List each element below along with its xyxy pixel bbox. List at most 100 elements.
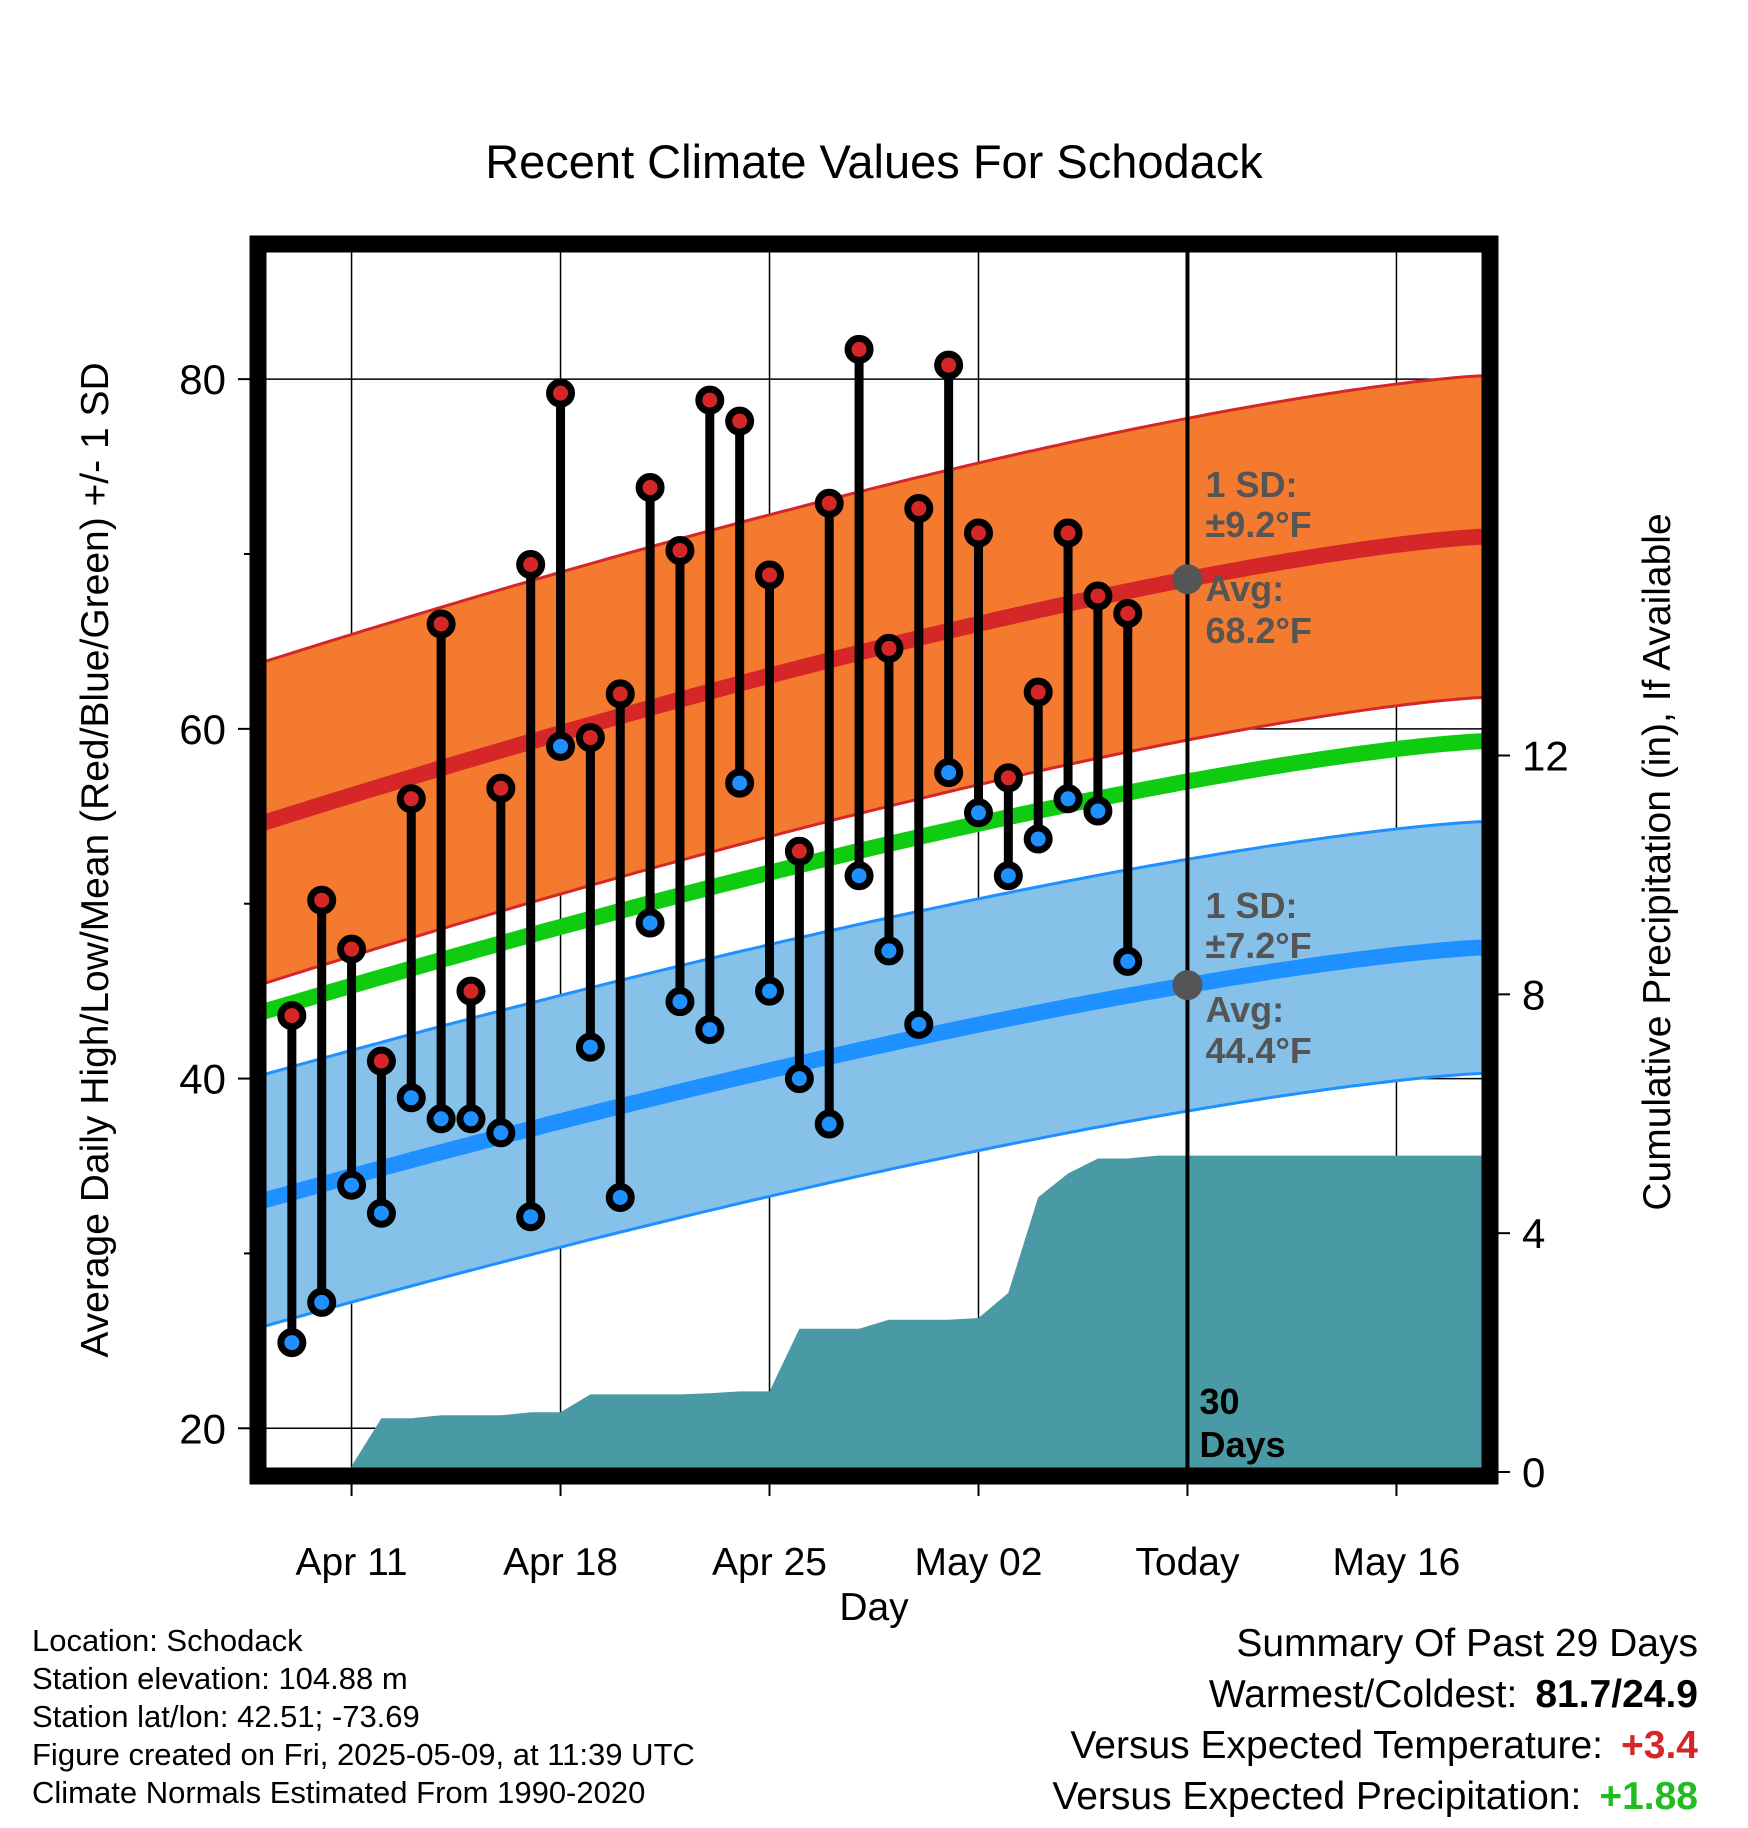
- daily-high-point: [516, 549, 546, 579]
- daily-low-point: [456, 1104, 486, 1134]
- normal-low-line: [262, 939, 1486, 1209]
- today-high-avg-marker: [1172, 564, 1203, 595]
- low-sd-value: ±7.2°F: [1205, 925, 1311, 966]
- daily-high-point: [396, 784, 426, 814]
- low-band-upper-edge: [262, 820, 1486, 1077]
- daily-low-point: [426, 1104, 456, 1134]
- daily-low-point: [1113, 946, 1143, 976]
- warm-cold-value: 81.7/24.9: [1535, 1673, 1698, 1716]
- daily-high-point: [665, 536, 695, 566]
- daily-low-point: [605, 1182, 635, 1212]
- y2-tick-label: 4: [1522, 1210, 1545, 1257]
- summary-title: Summary Of Past 29 Days: [1236, 1622, 1698, 1665]
- high-band-lower-edge: [262, 695, 1486, 986]
- y-tick-label: 80: [179, 356, 226, 403]
- daily-low-point: [665, 987, 695, 1017]
- daily-high-point: [277, 1001, 307, 1031]
- daily-low-point: [635, 908, 665, 938]
- normals-text: Climate Normals Estimated From 1990-2020: [32, 1775, 646, 1810]
- chart-title: Recent Climate Values For Schodack: [485, 135, 1263, 188]
- daily-low-point: [307, 1287, 337, 1317]
- x-axis-label: Day: [839, 1586, 909, 1629]
- daily-high-point: [784, 836, 814, 866]
- daily-high-point: [1083, 581, 1113, 611]
- x-tick-label: Today: [1135, 1541, 1240, 1584]
- high-sd-band: [262, 375, 1486, 985]
- summary-temp: Versus Expected Temperature: +3.4: [1052, 1720, 1698, 1771]
- daily-high-point: [755, 560, 785, 590]
- daily-high-point: [993, 763, 1023, 793]
- y2-tick-label: 12: [1522, 733, 1569, 780]
- high-sd-value: ±9.2°F: [1205, 504, 1311, 545]
- temp-vs-expected-value: +3.4: [1621, 1724, 1698, 1767]
- created-text: Figure created on Fri, 2025-05-09, at 11…: [32, 1737, 695, 1772]
- daily-high-point: [337, 934, 367, 964]
- temp-vs-expected-label: Versus Expected Temperature:: [1070, 1724, 1603, 1767]
- daily-low-point: [575, 1032, 605, 1062]
- daily-low-point: [725, 768, 755, 798]
- daily-low-point: [755, 976, 785, 1006]
- daily-low-point: [844, 861, 874, 891]
- daily-low-point: [695, 1015, 725, 1045]
- daily-high-point: [575, 723, 605, 753]
- daily-high-point: [366, 1046, 396, 1076]
- daily-low-point: [814, 1109, 844, 1139]
- daily-low-point: [1023, 824, 1053, 854]
- normal-high-line: [262, 528, 1486, 831]
- x-tick-label: May 02: [915, 1541, 1043, 1584]
- low-sd-label: 1 SD:: [1205, 885, 1297, 926]
- daily-low-point: [546, 731, 576, 761]
- high-sd-label: 1 SD:: [1205, 464, 1297, 505]
- daily-high-point: [1113, 598, 1143, 628]
- x-tick-label: May 16: [1332, 1541, 1460, 1584]
- x-tick-label: Apr 25: [712, 1541, 827, 1584]
- daily-low-point: [963, 798, 993, 828]
- daily-high-point: [546, 378, 576, 408]
- y2-axis-label: Cumulative Precipitation (in), If Availa…: [1636, 513, 1679, 1210]
- y2-tick-label: 8: [1522, 971, 1545, 1018]
- daily-low-point: [874, 936, 904, 966]
- daily-high-point: [1053, 518, 1083, 548]
- summary-panel: Summary Of Past 29 Days Warmest/Coldest:…: [1052, 1618, 1698, 1822]
- low-avg-value: 44.4°F: [1205, 1030, 1311, 1071]
- warm-cold-label: Warmest/Coldest:: [1208, 1673, 1518, 1716]
- y-axis-label: Average Daily High/Low/Mean (Red/Blue/Gr…: [74, 362, 117, 1357]
- y-tick-label: 40: [179, 1056, 226, 1103]
- days-unit-label: Days: [1199, 1424, 1285, 1465]
- daily-low-point: [1053, 784, 1083, 814]
- daily-low-point: [516, 1202, 546, 1232]
- daily-low-point: [337, 1170, 367, 1200]
- daily-high-point: [904, 494, 934, 524]
- daily-high-point: [456, 976, 486, 1006]
- y-tick-label: 60: [179, 706, 226, 753]
- daily-low-point: [1083, 796, 1113, 826]
- normal-mean-line: [262, 733, 1486, 1020]
- latlon-text: Station lat/lon: 42.51; -73.69: [32, 1699, 420, 1734]
- precip-vs-expected-label: Versus Expected Precipitation:: [1052, 1775, 1582, 1818]
- low-band-lower-edge: [262, 1071, 1486, 1329]
- daily-high-point: [605, 679, 635, 709]
- low-sd-band: [262, 821, 1486, 1327]
- low-avg-label: Avg:: [1205, 989, 1284, 1030]
- daily-high-point: [844, 334, 874, 364]
- daily-low-point: [784, 1064, 814, 1094]
- high-avg-value: 68.2°F: [1205, 610, 1311, 651]
- precip-vs-expected-value: +1.88: [1599, 1775, 1698, 1818]
- daily-low-point: [934, 758, 964, 788]
- x-tick-label: Apr 18: [503, 1541, 618, 1584]
- daily-high-point: [934, 350, 964, 380]
- daily-high-point: [874, 633, 904, 663]
- x-tick-label: Apr 11: [296, 1541, 408, 1584]
- daily-low-point: [277, 1328, 307, 1358]
- daily-high-point: [963, 518, 993, 548]
- high-avg-label: Avg:: [1205, 568, 1284, 609]
- daily-high-point: [426, 609, 456, 639]
- daily-low-point: [993, 861, 1023, 891]
- y2-tick-label: 0: [1522, 1449, 1545, 1496]
- daily-low-point: [366, 1198, 396, 1228]
- daily-low-point: [396, 1083, 426, 1113]
- days-count-label: 30: [1199, 1381, 1239, 1422]
- y-tick-label: 20: [179, 1405, 226, 1452]
- daily-low-point: [904, 1009, 934, 1039]
- daily-high-point: [725, 406, 755, 436]
